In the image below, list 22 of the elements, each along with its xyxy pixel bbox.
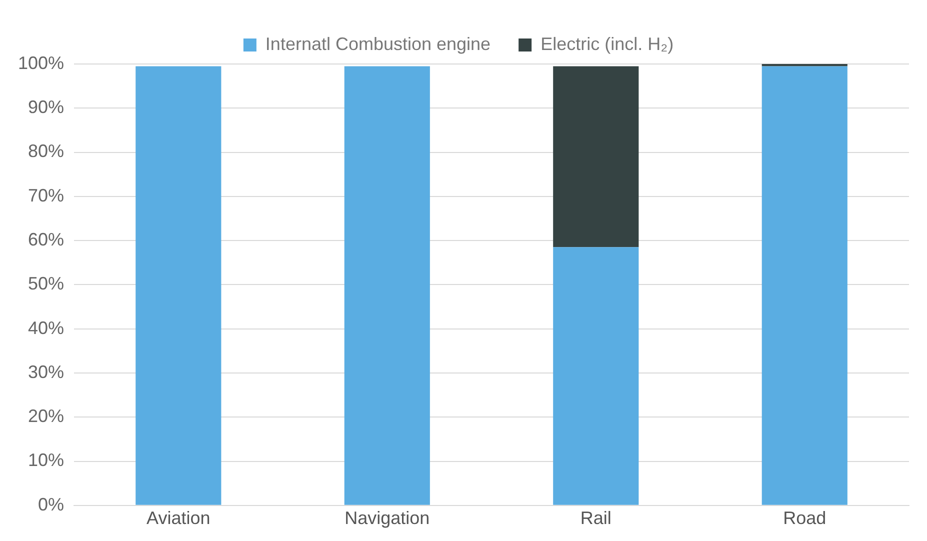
x-tick-label: Rail <box>580 508 612 528</box>
bar <box>553 247 639 505</box>
legend-label: Internatl Combustion engine <box>265 34 491 54</box>
y-tick-label: 50% <box>28 274 64 294</box>
bar <box>553 66 639 248</box>
bar <box>136 66 222 505</box>
y-tick-label: 70% <box>28 185 64 206</box>
y-tick-label: 60% <box>28 230 64 250</box>
y-tick-label: 40% <box>28 318 64 338</box>
bar <box>762 66 848 505</box>
y-tick-label: 0% <box>38 494 64 514</box>
x-tick-label: Road <box>783 508 826 528</box>
bar <box>344 66 430 505</box>
y-tick-label: 10% <box>28 450 64 470</box>
y-tick-label: 90% <box>28 97 64 118</box>
y-tick-label: 100% <box>18 52 64 73</box>
y-tick-label: 30% <box>28 362 64 382</box>
x-tick-label: Navigation <box>344 508 430 528</box>
y-tick-label: 20% <box>28 406 64 426</box>
y-tick-label: 80% <box>28 141 64 162</box>
x-tick-label: Aviation <box>146 508 210 528</box>
legend-label: Electric (incl. H₂) <box>540 34 674 54</box>
